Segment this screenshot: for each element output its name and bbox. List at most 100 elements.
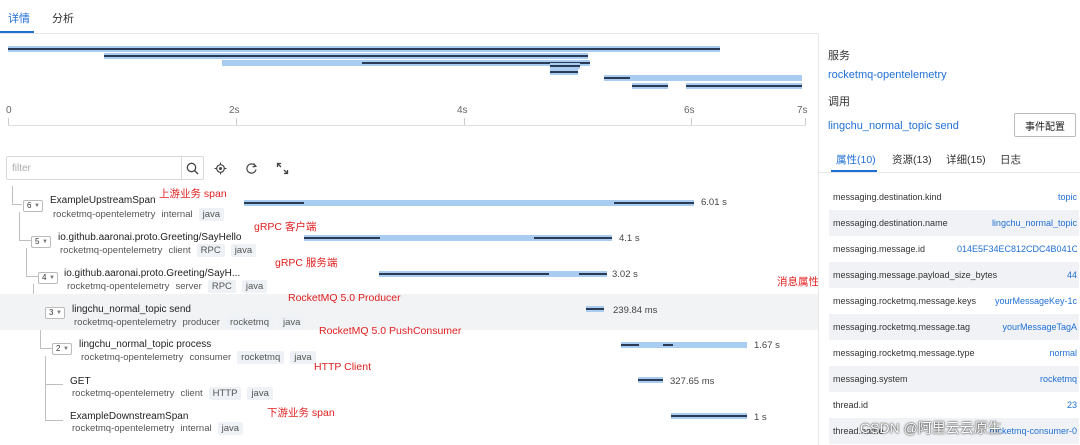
- overview-bar: [550, 63, 580, 69]
- span-meta: rocketmq-opentelemetry consumer rocketmq ja…: [81, 351, 322, 364]
- service-name: rocketmq-opentelemetry: [53, 209, 156, 220]
- annotation-label: gRPC 服务端: [275, 257, 338, 269]
- span-row[interactable]: ExampleDownstreamSpan rocketmq-opentelem…: [0, 402, 818, 438]
- annotation-label: RocketMQ 5.0 Producer: [288, 292, 401, 304]
- span-name: lingchu_normal_topic send: [72, 304, 191, 315]
- span-duration: 3.02 s: [612, 269, 638, 280]
- fullscreen-button[interactable]: [274, 160, 290, 176]
- child-count-toggle[interactable]: 3 ▼: [45, 307, 65, 319]
- caret-down-icon: ▼: [63, 346, 69, 352]
- tab-attributes[interactable]: 属性(10): [836, 154, 876, 166]
- child-count-toggle[interactable]: 5 ▼: [31, 236, 51, 248]
- tab-details[interactable]: 详情: [8, 13, 30, 25]
- span-row[interactable]: 4 ▼ io.github.aaronai.proto.Greeting/SayH…: [0, 257, 818, 294]
- span-kind: client: [168, 245, 191, 256]
- watermark: CSDN @阿里云云原生: [860, 420, 1002, 436]
- attribute-row: messaging.rocketmq.message.type normal: [833, 348, 1077, 358]
- tag: java: [217, 422, 244, 435]
- tab-logs[interactable]: 日志: [1000, 154, 1021, 166]
- service-name: rocketmq-opentelemetry: [74, 317, 177, 328]
- span-row-selected[interactable]: 3 ▼ lingchu_normal_topic send rocketmq-op…: [0, 292, 818, 330]
- span-kind: internal: [180, 423, 212, 434]
- overview-bar: [604, 75, 802, 81]
- overview-bar: [686, 83, 802, 89]
- caret-down-icon: ▼: [49, 275, 55, 281]
- span-bar[interactable]: [671, 413, 747, 419]
- tree-connector: [45, 384, 63, 385]
- child-count-toggle[interactable]: 2 ▼: [52, 343, 72, 355]
- filter-input[interactable]: [7, 157, 179, 179]
- attribute-row: messaging.destination.name lingchu_normal…: [829, 210, 1079, 236]
- event-config-button[interactable]: 事件配置: [1014, 113, 1076, 137]
- tree-connector: [40, 320, 41, 348]
- span-name: ExampleDownstreamSpan: [70, 411, 189, 422]
- active-tab-indicator: [831, 170, 877, 172]
- call-link[interactable]: lingchu_normal_topic send: [828, 120, 959, 132]
- overview-bar: [8, 46, 720, 52]
- service-label: 服务: [828, 50, 850, 62]
- span-duration: 4.1 s: [619, 233, 640, 244]
- span-bar[interactable]: [304, 235, 612, 241]
- tab-resources[interactable]: 资源(13): [892, 154, 932, 166]
- span-bar[interactable]: [244, 200, 694, 206]
- tree-connector: [19, 240, 31, 241]
- span-row[interactable]: 5 ▼ io.github.aaronai.proto.Greeting/SayH…: [0, 221, 818, 258]
- time-tick: 6s: [684, 105, 695, 116]
- tag: java: [230, 244, 257, 257]
- service-name: rocketmq-opentelemetry: [72, 388, 175, 399]
- span-meta: rocketmq-opentelemetry client RPC java: [60, 244, 262, 257]
- search-icon: [186, 162, 199, 174]
- span-bar[interactable]: [621, 342, 747, 348]
- search-button[interactable]: [181, 157, 203, 179]
- tick-mark: [805, 118, 806, 126]
- tree-connector: [40, 348, 52, 349]
- tab-divider: [819, 172, 1080, 173]
- child-count-toggle[interactable]: 6 ▼: [23, 200, 43, 212]
- span-name: io.github.aaronai.proto.Greeting/SayHell…: [58, 232, 242, 243]
- service-name: rocketmq-opentelemetry: [81, 352, 184, 363]
- child-count-toggle[interactable]: 4 ▼: [38, 272, 58, 284]
- locate-button[interactable]: [212, 160, 228, 176]
- expand-icon: [276, 162, 288, 174]
- tag: RPC: [196, 244, 225, 257]
- span-meta: rocketmq-opentelemetry internal java: [53, 208, 230, 221]
- call-label: 调用: [828, 96, 850, 108]
- span-duration: 6.01 s: [701, 197, 727, 208]
- tab-analysis[interactable]: 分析: [52, 13, 74, 25]
- span-meta: rocketmq-opentelemetry internal java: [72, 422, 249, 435]
- refresh-button[interactable]: [243, 160, 259, 176]
- span-row[interactable]: GET rocketmq-opentelemetry client HTTP java…: [0, 361, 818, 402]
- tag: rocketmq: [225, 316, 274, 329]
- span-bar[interactable]: [379, 271, 607, 277]
- tag: java: [290, 351, 316, 364]
- tick-mark: [236, 118, 237, 126]
- span-row[interactable]: 2 ▼ lingchu_normal_topic process rocketmq…: [0, 325, 818, 366]
- tag: rocketmq: [237, 351, 285, 364]
- annotation-label: gRPC 客户端: [254, 221, 317, 233]
- annotation-label: 下游业务 span: [267, 407, 335, 419]
- tick-mark: [464, 118, 465, 126]
- service-name: rocketmq-opentelemetry: [60, 245, 163, 256]
- span-row[interactable]: 6 ▼ ExampleUpstreamSpan rocketmq-opentele…: [0, 186, 818, 222]
- tick-mark: [691, 118, 692, 126]
- tree-connector: [12, 204, 22, 205]
- span-kind: internal: [161, 209, 193, 220]
- annotation-label: RocketMQ 5.0 PushConsumer: [319, 325, 462, 337]
- tree-connector: [26, 276, 38, 277]
- overview-bar: [104, 53, 588, 59]
- tree-connector: [12, 186, 13, 204]
- attribute-row: messaging.message.payload_size_bytes 44: [829, 262, 1079, 288]
- span-bar[interactable]: [638, 377, 663, 383]
- span-meta: rocketmq-opentelemetry producer rocketmq ja…: [74, 316, 310, 329]
- overview-bar: [632, 83, 668, 89]
- tree-connector: [45, 356, 46, 420]
- span-bar[interactable]: [586, 306, 604, 312]
- annotation-label: 上游业务 span: [159, 188, 227, 200]
- span-kind: consumer: [189, 352, 232, 363]
- span-duration: 239.84 ms: [613, 305, 658, 316]
- service-link[interactable]: rocketmq-opentelemetry: [828, 69, 947, 81]
- caret-down-icon: ▼: [34, 203, 40, 209]
- span-duration: 1 s: [754, 412, 767, 423]
- tab-details[interactable]: 详细(15): [946, 154, 986, 166]
- span-detail-panel: 服务 rocketmq-opentelemetry 调用 lingchu_nor…: [818, 34, 1080, 445]
